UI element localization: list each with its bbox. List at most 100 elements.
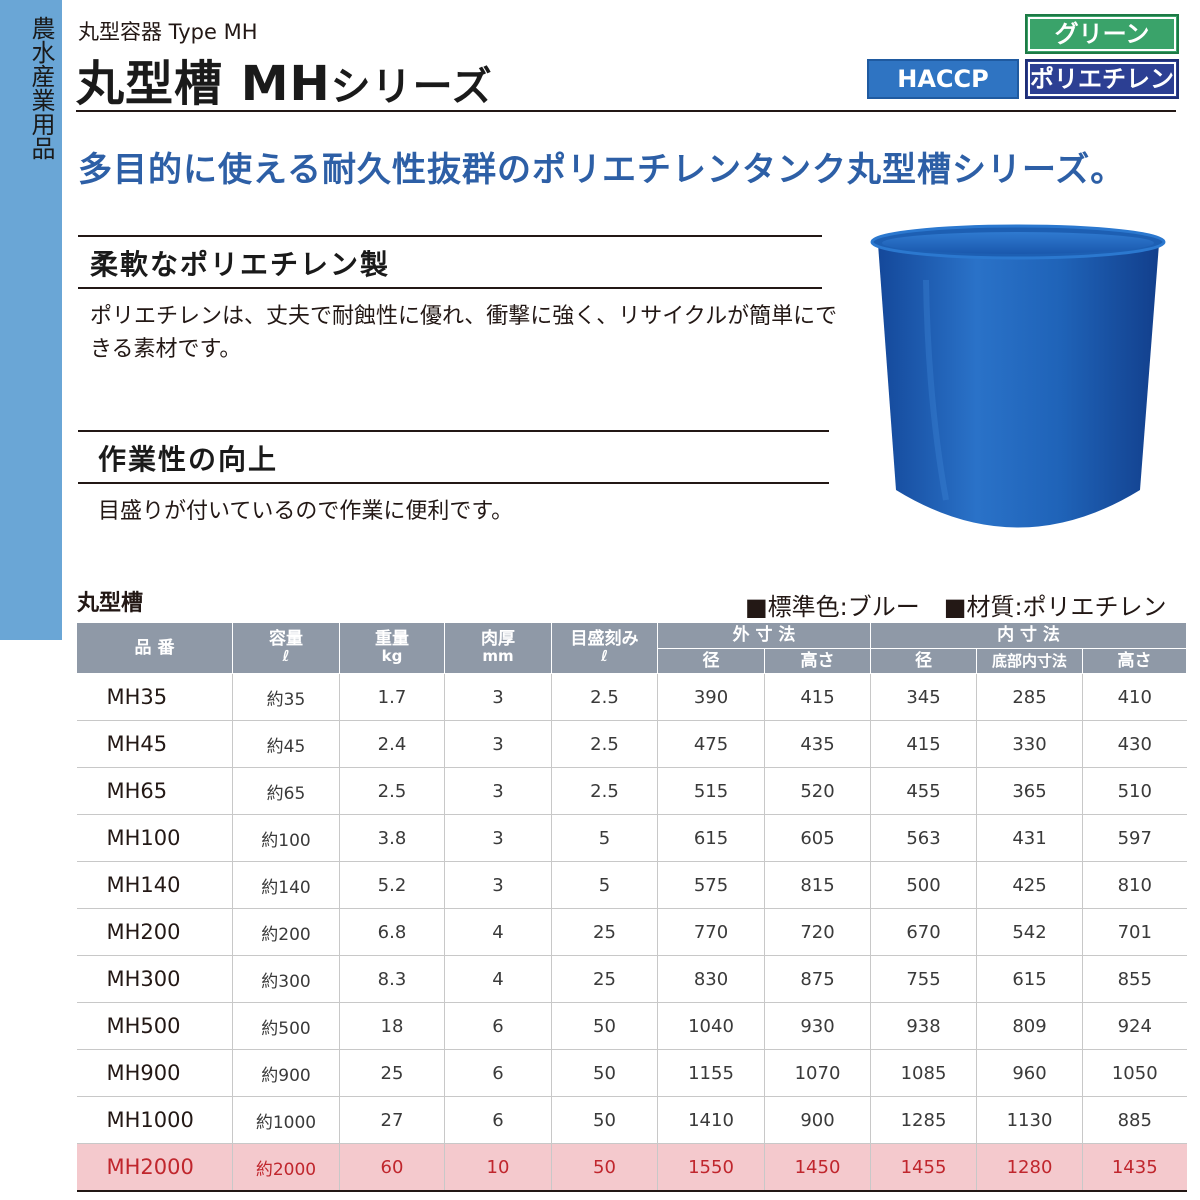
table-cell: 27 — [339, 1096, 445, 1144]
title-divider — [76, 110, 1176, 112]
header-thickness-unit: mm — [482, 647, 514, 665]
part-number-cell: MH300 — [76, 955, 233, 1003]
header-inner-height: 高さ — [1082, 648, 1187, 674]
header-scale-label: 目盛刻み — [570, 629, 639, 649]
table-cell: 755 — [870, 955, 977, 1003]
table-cell: 約2000 — [232, 1143, 340, 1192]
part-number-cell: MH65 — [76, 767, 233, 815]
table-cell: 900 — [764, 1096, 871, 1144]
table-row: MH500 約500 18 6 50 1040 930 938 809 924 — [76, 1002, 1187, 1050]
table-cell: 415 — [870, 720, 977, 768]
table-cell: 855 — [1082, 955, 1187, 1003]
table-row: MH65 約65 2.5 3 2.5 515 520 455 365 510 — [76, 767, 1187, 815]
table-cell: 18 — [339, 1002, 445, 1050]
polyethylene-badge: ポリエチレン — [1025, 59, 1179, 99]
table-cell: 924 — [1082, 1002, 1187, 1050]
table-cell: 510 — [1082, 767, 1187, 815]
table-cell: 1410 — [657, 1096, 765, 1144]
category-label: 農水産業用品 — [27, 16, 55, 160]
part-number-cell: MH45 — [76, 720, 233, 768]
table-cell: 1455 — [870, 1143, 977, 1192]
table-cell: 390 — [657, 673, 765, 721]
header-weight-label: 重量 — [375, 629, 409, 649]
table-cell: 3 — [444, 861, 552, 909]
table-cell: 500 — [870, 861, 977, 909]
table-section-label: 丸型槽 — [77, 591, 144, 616]
spec-table: 品 番 容量 ℓ 重量 kg 肉厚 mm 目盛刻み ℓ 外 寸 法 内 寸 法 径 高さ… — [76, 622, 1187, 1192]
header-outer-height: 高さ — [764, 648, 871, 674]
table-cell: 415 — [764, 673, 871, 721]
header-thickness: 肉厚 mm — [444, 622, 552, 674]
table-cell: 605 — [764, 814, 871, 862]
table-cell: 1285 — [870, 1096, 977, 1144]
table-cell: 約500 — [232, 1002, 340, 1050]
feature-2-heading: 作業性の向上 — [98, 443, 279, 476]
table-cell: 345 — [870, 673, 977, 721]
table-cell: 約900 — [232, 1049, 340, 1097]
part-number-cell: MH2000 — [76, 1143, 233, 1192]
table-row: MH1000 約1000 27 6 50 1410 900 1285 1130 885 — [76, 1096, 1187, 1144]
table-cell: 4 — [444, 955, 552, 1003]
table-cell: 5.2 — [339, 861, 445, 909]
table-cell: 455 — [870, 767, 977, 815]
table-cell: 25 — [551, 908, 658, 956]
header-part-no: 品 番 — [76, 622, 233, 674]
header-capacity-label: 容量 — [269, 629, 303, 649]
table-cell: 5 — [551, 814, 658, 862]
header-weight: 重量 kg — [339, 622, 445, 674]
header-inner-diameter: 径 — [870, 648, 977, 674]
table-cell: 1070 — [764, 1049, 871, 1097]
table-cell: 4 — [444, 908, 552, 956]
table-cell: 5 — [551, 861, 658, 909]
feature-1-body-line-2: きる素材です。 — [90, 337, 242, 362]
table-cell: 50 — [551, 1049, 658, 1097]
table-cell: 542 — [976, 908, 1083, 956]
part-number-cell: MH140 — [76, 861, 233, 909]
table-cell: 701 — [1082, 908, 1187, 956]
table-cell: 815 — [764, 861, 871, 909]
table-cell: 2.5 — [551, 673, 658, 721]
category-side-tab: 農水産業用品 — [0, 0, 62, 640]
table-cell: 1450 — [764, 1143, 871, 1192]
table-cell: 1085 — [870, 1049, 977, 1097]
table-row: MH900 約900 25 6 50 1155 1070 1085 960 1050 — [76, 1049, 1187, 1097]
feature-2-body: 目盛りが付いているので作業に便利です。 — [98, 499, 514, 524]
feature-1-body-line-1: ポリエチレンは、丈夫で耐蝕性に優れ、衝撃に強く、リサイクルが簡単にで — [90, 304, 838, 329]
feature-1-bottom-rule — [78, 287, 822, 289]
table-cell: 520 — [764, 767, 871, 815]
part-number-cell: MH500 — [76, 1002, 233, 1050]
table-cell: 1550 — [657, 1143, 765, 1192]
feature-2-bottom-rule — [78, 482, 829, 484]
table-cell: 6 — [444, 1096, 552, 1144]
part-number-cell: MH100 — [76, 814, 233, 862]
table-cell: 597 — [1082, 814, 1187, 862]
table-cell: 515 — [657, 767, 765, 815]
header-outer-dimensions: 外 寸 法 — [657, 622, 871, 649]
header-outer-diameter: 径 — [657, 648, 765, 674]
part-number-cell: MH1000 — [76, 1096, 233, 1144]
table-cell: 6 — [444, 1049, 552, 1097]
table-cell: 410 — [1082, 673, 1187, 721]
feature-1-body: ポリエチレンは、丈夫で耐蝕性に優れ、衝撃に強く、リサイクルが簡単にで きる素材で… — [90, 300, 837, 366]
table-row: MH45 約45 2.4 3 2.5 475 435 415 330 430 — [76, 720, 1187, 768]
page-title: 丸型槽 MHシリーズ — [76, 44, 493, 114]
table-cell: 3 — [444, 767, 552, 815]
table-cell: 約35 — [232, 673, 340, 721]
green-badge: グリーン — [1025, 14, 1179, 54]
table-cell: 575 — [657, 861, 765, 909]
table-row: MH100 約100 3.8 3 5 615 605 563 431 597 — [76, 814, 1187, 862]
header-scale: 目盛刻み ℓ — [551, 622, 658, 674]
spec-line: ■標準色:ブルー ■材質:ポリエチレン — [745, 587, 1167, 622]
table-cell: 615 — [657, 814, 765, 862]
table-cell: 50 — [551, 1143, 658, 1192]
table-row: MH200 約200 6.8 4 25 770 720 670 542 701 — [76, 908, 1187, 956]
part-number-cell: MH200 — [76, 908, 233, 956]
feature-1-heading: 柔軟なポリエチレン製 — [90, 248, 391, 281]
header-inner-dimensions: 内 寸 法 — [870, 622, 1187, 649]
page-subtitle: 丸型容器 Type MH — [78, 20, 258, 44]
table-cell: 6 — [444, 1002, 552, 1050]
table-cell: 330 — [976, 720, 1083, 768]
page-title-main: 丸型槽 MH — [76, 56, 331, 112]
table-cell: 60 — [339, 1143, 445, 1192]
table-cell: 約200 — [232, 908, 340, 956]
